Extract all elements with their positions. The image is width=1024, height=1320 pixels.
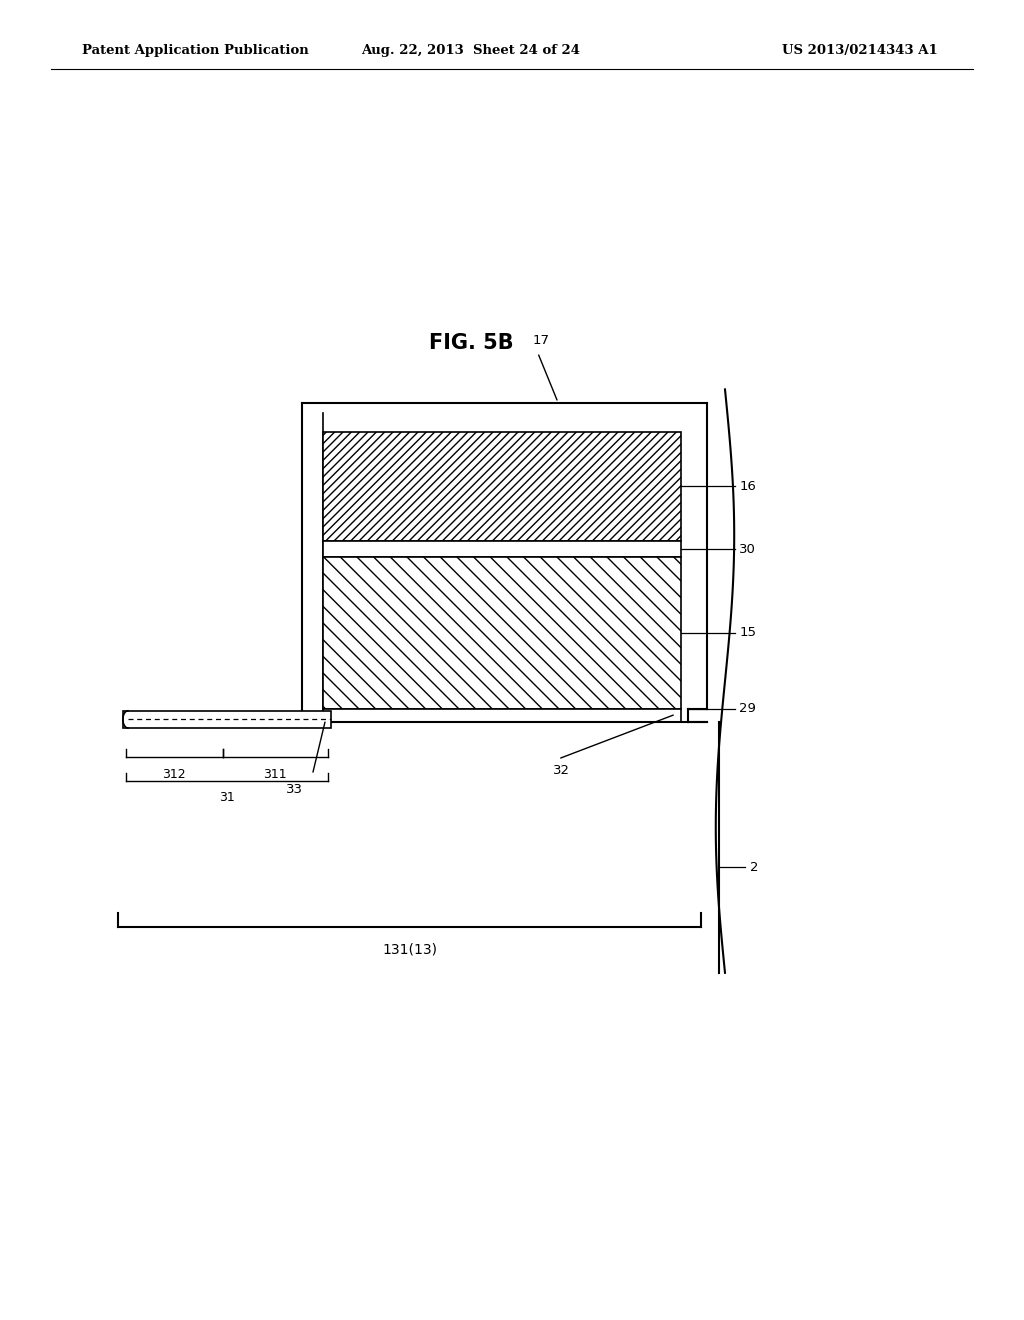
Text: 17: 17 (532, 334, 549, 347)
Text: 131(13): 131(13) (382, 942, 437, 957)
Bar (323, 709, 681, 722)
Text: 29: 29 (739, 702, 756, 715)
Bar (323, 432, 681, 541)
Bar (323, 557, 681, 709)
Text: 15: 15 (739, 627, 757, 639)
Text: 312: 312 (163, 768, 186, 780)
Bar (123, 710, 331, 729)
Bar (323, 541, 681, 557)
Text: 30: 30 (739, 543, 756, 556)
Text: Patent Application Publication: Patent Application Publication (82, 44, 308, 57)
Text: 16: 16 (739, 480, 756, 492)
Text: 32: 32 (553, 764, 569, 777)
Text: 311: 311 (263, 768, 287, 780)
Text: US 2013/0214343 A1: US 2013/0214343 A1 (782, 44, 938, 57)
Text: 33: 33 (287, 783, 303, 796)
Text: 2: 2 (750, 861, 758, 874)
Text: 31: 31 (219, 792, 234, 804)
Text: FIG. 5B: FIG. 5B (429, 333, 513, 354)
Text: Aug. 22, 2013  Sheet 24 of 24: Aug. 22, 2013 Sheet 24 of 24 (361, 44, 581, 57)
